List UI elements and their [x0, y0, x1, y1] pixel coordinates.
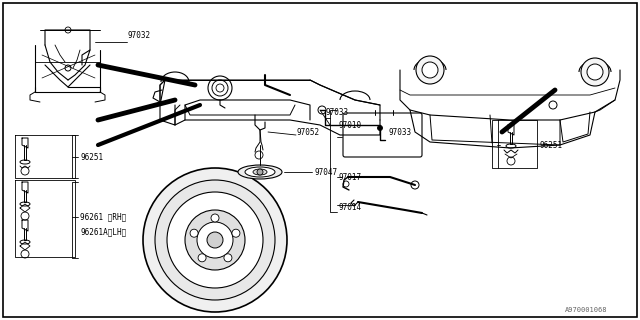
- Text: 96261 〈RH〉: 96261 〈RH〉: [80, 212, 126, 221]
- Circle shape: [65, 65, 71, 71]
- Circle shape: [232, 229, 240, 237]
- Circle shape: [224, 254, 232, 262]
- Ellipse shape: [20, 202, 30, 206]
- Circle shape: [378, 125, 383, 131]
- Circle shape: [581, 58, 609, 86]
- Text: 97047: 97047: [314, 167, 337, 177]
- Circle shape: [379, 136, 387, 144]
- Circle shape: [422, 62, 438, 78]
- Ellipse shape: [506, 144, 516, 148]
- Circle shape: [198, 254, 206, 262]
- Circle shape: [65, 27, 71, 33]
- Text: 96261A〈LH〉: 96261A〈LH〉: [80, 228, 126, 236]
- Circle shape: [167, 192, 263, 288]
- Circle shape: [212, 80, 228, 96]
- Text: 97017: 97017: [338, 172, 361, 181]
- Circle shape: [507, 157, 515, 165]
- Circle shape: [185, 210, 245, 270]
- Circle shape: [216, 84, 224, 92]
- Text: 97032: 97032: [127, 30, 150, 39]
- Circle shape: [587, 64, 603, 80]
- FancyBboxPatch shape: [343, 113, 422, 157]
- Text: 97033: 97033: [325, 108, 348, 116]
- Circle shape: [549, 101, 557, 109]
- Ellipse shape: [238, 165, 282, 179]
- Circle shape: [155, 180, 275, 300]
- Circle shape: [343, 181, 349, 187]
- Circle shape: [207, 232, 223, 248]
- Circle shape: [21, 250, 29, 258]
- Text: 97033: 97033: [388, 127, 411, 137]
- Circle shape: [21, 212, 29, 220]
- Circle shape: [208, 76, 232, 100]
- Text: A970001068: A970001068: [565, 307, 607, 313]
- Text: 96251: 96251: [80, 153, 103, 162]
- Circle shape: [257, 169, 263, 175]
- Circle shape: [143, 168, 287, 312]
- Circle shape: [411, 181, 419, 189]
- Text: 97052: 97052: [296, 127, 319, 137]
- Ellipse shape: [253, 169, 267, 175]
- Ellipse shape: [245, 167, 275, 177]
- Circle shape: [197, 222, 233, 258]
- Text: 97010: 97010: [338, 121, 361, 130]
- Circle shape: [255, 151, 263, 159]
- Text: 97014: 97014: [338, 203, 361, 212]
- Circle shape: [318, 106, 326, 114]
- Ellipse shape: [20, 160, 30, 164]
- Ellipse shape: [20, 240, 30, 244]
- Circle shape: [211, 214, 219, 222]
- Circle shape: [21, 167, 29, 175]
- Circle shape: [190, 229, 198, 237]
- Circle shape: [416, 56, 444, 84]
- Text: 96251: 96251: [540, 140, 563, 149]
